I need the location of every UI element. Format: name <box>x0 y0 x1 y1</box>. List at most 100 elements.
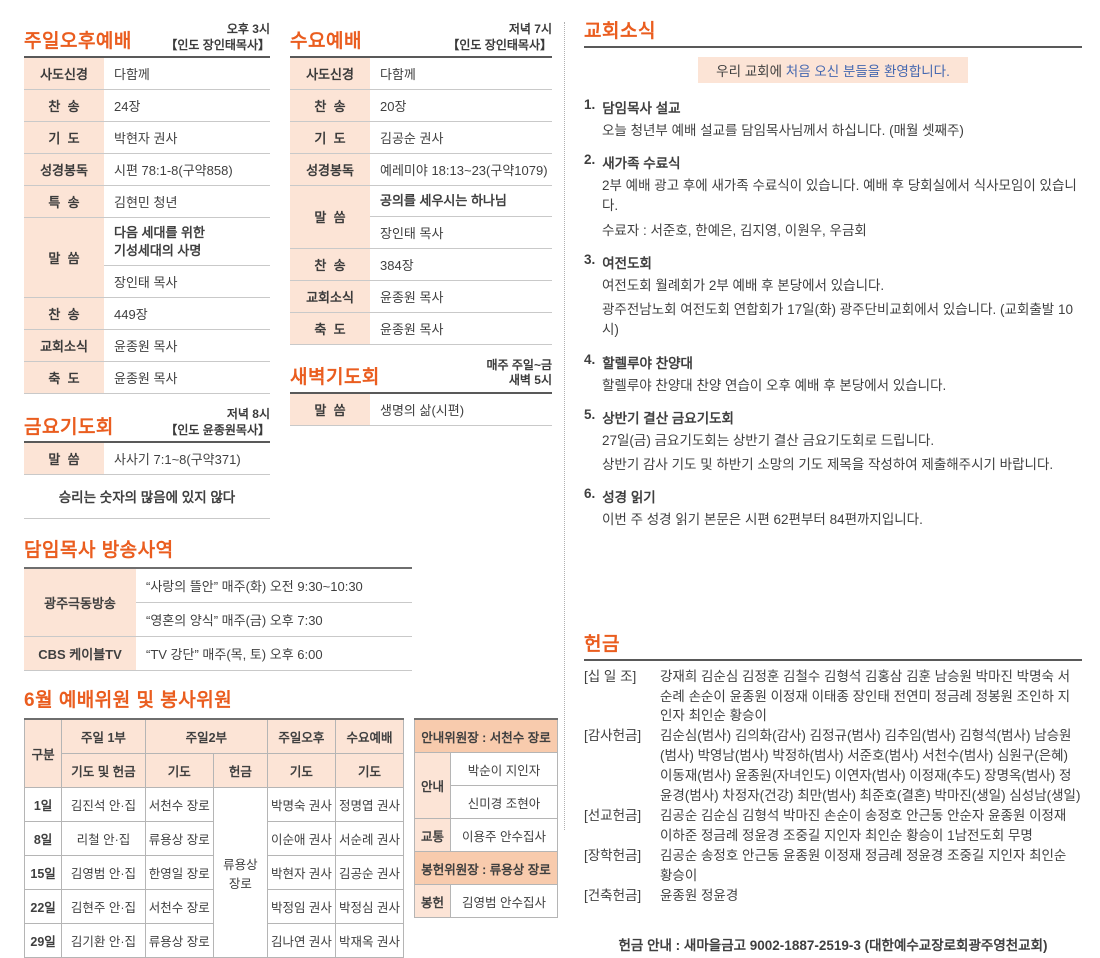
offering-entry: [장학헌금] 김공순 송정호 안근동 윤종원 이정재 정금례 정윤경 조중길 지… <box>584 846 1082 886</box>
friday-prayer-section: 금요기도회 저녁 8시 【인도 윤종원목사】 말 씀 사사기 7:1~8(구약3… <box>24 407 270 520</box>
row-label: 말 씀 <box>24 443 104 476</box>
row-label: 찬 송 <box>24 297 104 331</box>
news-item-heading: 3. 여전도회 <box>584 252 1082 272</box>
header-row: 기도 및 헌금 기도 헌금 기도 기도 <box>25 753 405 789</box>
item-title: 담임목사 설교 <box>602 100 681 116</box>
service-time: 저녁 8시 <box>226 407 270 422</box>
table-row: 기 도 박현자 권사 <box>24 121 270 155</box>
column-1: 주일오후예배 오후 3시 【인도 장인태목사】 사도신경 다함께 <box>24 22 270 520</box>
sermon-theme-note: 승리는 숫자의 많음에 있지 않다 <box>24 475 270 520</box>
table-row: 찬 송 384장 <box>290 248 552 281</box>
item-title: 할렐루야 찬양대 <box>602 355 693 371</box>
offering-type-label: [건축헌금] <box>584 888 642 904</box>
service-table: 사도신경 다함께 찬 송 20장 기 도 김공순 권사 성경봉독 <box>290 58 552 345</box>
row-label: 기 도 <box>24 121 104 155</box>
news-item: 3. 여전도회 여전도회 월례회가 2부 예배 후 본당에서 있습니다. 광주전… <box>584 252 1082 341</box>
header-row: 봉헌위원장 : 류용상 장로 <box>414 851 558 886</box>
offering-type-label: [장학헌금] <box>584 848 642 864</box>
header-row: 안내위원장 : 서천수 장로 <box>414 718 558 754</box>
news-item: 1. 담임목사 설교 오늘 청년부 예배 설교를 담임목사님께서 하십니다. (… <box>584 97 1082 141</box>
table-row: 찬 송 24장 <box>24 89 270 123</box>
member-cell: 서천수 장로 <box>144 889 214 925</box>
section-title: 헌금 <box>584 633 620 655</box>
member-cell: 김나연 권사 <box>266 923 336 958</box>
row-value: 윤종원 목사 <box>104 361 270 395</box>
service-table: 말 씀 사사기 7:1~8(구약371) <box>24 443 270 476</box>
row-label: 사도신경 <box>24 58 104 91</box>
section-title: 수요예배 <box>290 31 362 53</box>
offering-section: 헌금 [십 일 조] 강재희 김순심 김정훈 김철수 김형석 김홍삼 김훈 남승… <box>584 633 1082 955</box>
broadcast-ministry-section: 담임목사 방송사역 광주극동방송 “사랑의 뜰안” 매주(화) 오전 9:30~… <box>24 535 412 672</box>
news-item-line: 광주전남노회 여전도회 연합회가 17일(화) 광주단비교회에서 있습니다. (… <box>602 302 1073 338</box>
member-cell: 박재옥 권사 <box>334 923 405 958</box>
member-cell: 김기환 안·집 <box>61 923 146 958</box>
section-schedule: 매주 주일~금 새벽 5시 <box>486 358 552 389</box>
item-number: 2. <box>584 152 596 168</box>
table-row: 광주극동방송 “사랑의 뜰안” 매주(화) 오전 9:30~10:30 <box>24 568 412 638</box>
news-item-line: 여전도회 월례회가 2부 예배 후 본당에서 있습니다. <box>602 277 885 293</box>
news-item: 6. 성경 읽기 이번 주 성경 읽기 본문은 시편 62편부터 84편까지입니… <box>584 486 1082 530</box>
news-item-heading: 4. 할렐루야 찬양대 <box>584 352 1082 372</box>
member-cell: 박정임 권사 <box>266 889 336 925</box>
row-value: 예레미야 18:13~23(구약1079) <box>370 153 552 187</box>
news-item-line: 27일(금) 금요기도회는 상반기 결산 금요기도회로 드립니다. <box>602 432 935 448</box>
row-label: 말 씀 <box>290 185 370 249</box>
item-number: 4. <box>584 351 596 367</box>
date-cell: 15일 <box>23 855 63 891</box>
section-schedule: 저녁 7시 【인도 장인태목사】 <box>447 22 552 53</box>
news-item-heading: 6. 성경 읽기 <box>584 486 1082 506</box>
offering-names: 윤종원 정윤경 <box>660 888 739 904</box>
row-value: 다함께 <box>104 58 270 91</box>
ushers-table: 안내위원장 : 서천수 장로 안내 박순이 지인자 신미경 조현아 교통 이용주… <box>414 718 558 919</box>
service-time: 오후 3시 <box>226 22 270 36</box>
column-header: 주일오후 <box>266 718 336 755</box>
column-header: 수요예배 <box>334 718 405 755</box>
welcome-strip: 우리 교회에 처음 오신 분들을 환영합니다. <box>698 56 968 83</box>
news-item-line: 이번 주 성경 읽기 본문은 시편 62편부터 84편까지입니다. <box>602 512 923 528</box>
row-label: 말 씀 <box>290 393 370 426</box>
june-committee-section: 6월 예배위원 및 봉사위원 구분 주일 1부 주일2부 주일오후 수요예배 기… <box>23 685 558 958</box>
column-header: 기도 <box>144 753 214 789</box>
table-row: 찬 송 449장 <box>24 297 270 331</box>
church-news-section: 교회소식 우리 교회에 처음 오신 분들을 환영합니다. 1. 담임목사 설교 … <box>584 21 1082 531</box>
member-cell: 김영범 안·집 <box>61 855 146 891</box>
news-item-heading: 5. 상반기 결산 금요기도회 <box>584 407 1082 427</box>
news-item-line: 할렐루야 찬양대 찬양 연습이 오후 예배 후 본당에서 있습니다. <box>602 377 947 393</box>
section-header: 교회소식 <box>584 21 1082 48</box>
program-cell: “영혼의 양식” 매주(금) 오후 7:30 <box>136 602 412 638</box>
sermon-row: 말 씀 공의를 세우시는 하나님 <box>290 185 552 249</box>
table-row: 1일 김진석 안·집 서천수 장로 류용상 장로 박명숙 권사 정명엽 권사 <box>23 787 405 958</box>
section-title: 6월 예배위원 및 봉사위원 <box>24 690 233 712</box>
row-value: 시편 78:1-8(구약858) <box>104 153 270 187</box>
column-2: 수요예배 저녁 7시 【인도 장인태목사】 사도신경 다함께 <box>290 22 552 519</box>
member-cell: 류용상 장로 <box>144 923 214 958</box>
table-row: 성경봉독 시편 78:1-8(구약858) <box>24 153 270 187</box>
station-name: CBS 케이블TV <box>24 636 136 672</box>
sermon-title: 다음 세대를 위한 기성세대의 사명 <box>104 217 270 267</box>
item-number: 3. <box>584 251 596 267</box>
program-cell: “사랑의 뜰안” 매주(화) 오전 9:30~10:30 <box>136 568 412 604</box>
sermon-title: 공의를 세우시는 하나님 <box>370 185 552 217</box>
member-cell: 이순애 권사 <box>266 821 336 857</box>
column-header: 구분 <box>23 718 63 789</box>
service-time: 저녁 7시 <box>508 22 552 36</box>
service-table: 사도신경 다함께 찬 송 24장 기 도 박현자 권사 성경봉독 <box>24 58 270 395</box>
section-title: 담임목사 방송사역 <box>24 540 174 562</box>
column-header: 기도 및 헌금 <box>61 753 146 789</box>
offering-type-label: [감사헌금] <box>584 728 642 744</box>
date-cell: 22일 <box>23 889 63 925</box>
sunday-afternoon-service-section: 주일오후예배 오후 3시 【인도 장인태목사】 사도신경 다함께 <box>24 22 270 395</box>
offering-type-label: [선교헌금] <box>584 808 642 824</box>
left-half: 주일오후예배 오후 3시 【인도 장인태목사】 사도신경 다함께 <box>23 22 558 958</box>
row-value: 윤종원 목사 <box>104 329 270 363</box>
offering-entry: [감사헌금] 김순심(범사) 김의화(감사) 김정규(범사) 김추임(범사) 김… <box>584 726 1082 806</box>
member-cell: 서순례 권사 <box>334 821 405 857</box>
member-cell: 박명숙 권사 <box>266 787 336 823</box>
table-row: 특 송 김현민 청년 <box>24 185 270 219</box>
news-item: 5. 상반기 결산 금요기도회 27일(금) 금요기도회는 상반기 결산 금요기… <box>584 407 1082 476</box>
row-label: 말 씀 <box>24 217 104 299</box>
item-title: 상반기 결산 금요기도회 <box>602 410 734 426</box>
service-leader: 【인도 장인태목사】 <box>447 37 552 52</box>
section-schedule: 저녁 8시 【인도 윤종원목사】 <box>165 407 270 438</box>
table-row: 사도신경 다함께 <box>290 58 552 91</box>
